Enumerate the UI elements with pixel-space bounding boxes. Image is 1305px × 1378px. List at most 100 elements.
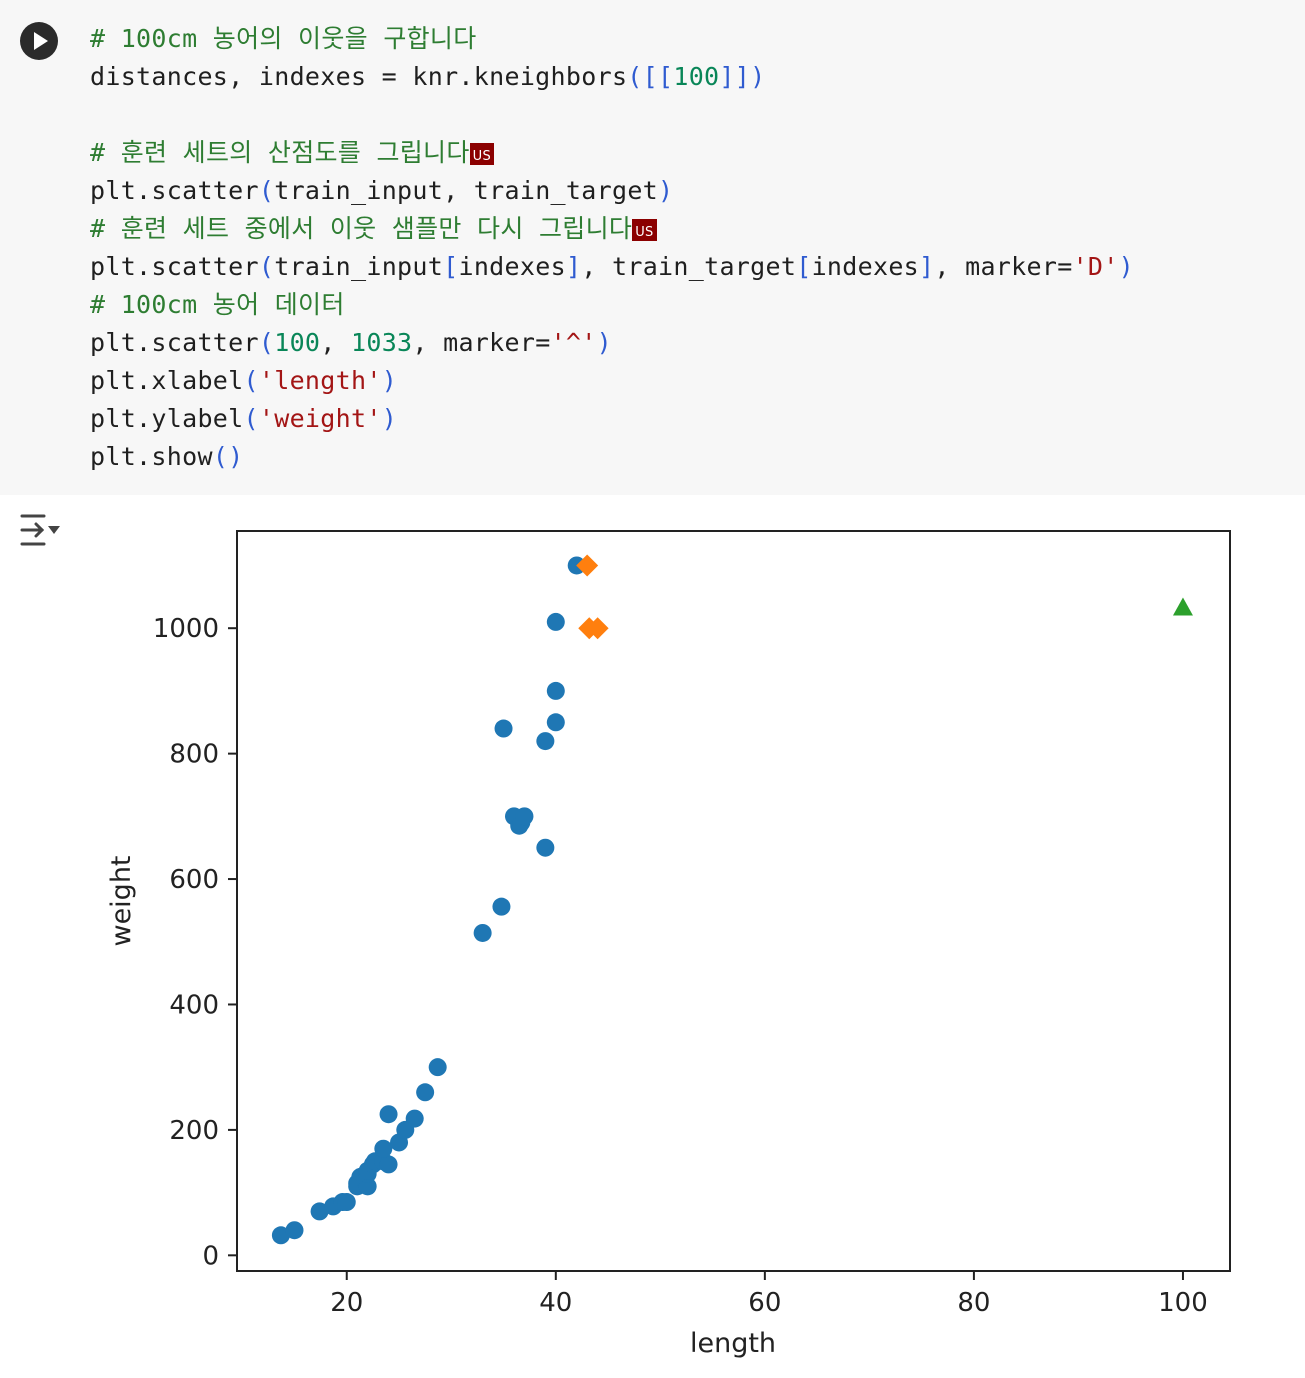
y-tick-label: 200 bbox=[169, 1116, 219, 1146]
code-token: # 훈련 세트의 산점도를 그립니다 bbox=[90, 138, 470, 167]
code-token: ] bbox=[919, 252, 935, 281]
code-line: plt.scatter(train_input, train_target) bbox=[90, 172, 1134, 210]
scatter-point bbox=[379, 1155, 398, 1174]
code-token: , marker= bbox=[412, 328, 551, 357]
code-token: 100 bbox=[673, 62, 720, 91]
x-tick-label: 20 bbox=[330, 1288, 363, 1318]
code-line: # 훈련 세트의 산점도를 그립니다 US bbox=[90, 134, 1134, 172]
scatter-point bbox=[337, 1193, 356, 1212]
run-cell-button[interactable] bbox=[20, 22, 58, 60]
code-token: indexes bbox=[458, 252, 566, 281]
y-tick-label: 400 bbox=[169, 990, 219, 1020]
code-token: 100 bbox=[274, 328, 321, 357]
scatter-point bbox=[405, 1109, 424, 1128]
y-axis-label: weight bbox=[106, 855, 137, 946]
code-token: ( bbox=[243, 404, 259, 433]
code-token: indexes bbox=[811, 252, 920, 281]
code-token: plt.scatter bbox=[90, 252, 259, 281]
scatter-point bbox=[492, 897, 511, 916]
code-token: ]]) bbox=[719, 62, 766, 91]
code-token: # 100cm 농어의 이웃을 구합니다 bbox=[90, 24, 477, 53]
code-token: plt.show bbox=[90, 442, 213, 471]
code-token: plt.ylabel bbox=[90, 404, 244, 433]
code-token: ) bbox=[381, 366, 398, 395]
code-token: ) bbox=[381, 404, 398, 433]
y-tick-label: 600 bbox=[169, 865, 219, 895]
x-tick-label: 100 bbox=[1158, 1288, 1208, 1318]
scatter-point bbox=[285, 1221, 304, 1240]
code-token: ] bbox=[565, 252, 582, 281]
code-cell[interactable]: # 100cm 농어의 이웃을 구합니다 distances, indexes =… bbox=[0, 0, 1305, 495]
scatter-point bbox=[428, 1058, 447, 1077]
code-line: # 훈련 세트 중에서 이웃 샘플만 다시 그립니다 US bbox=[90, 210, 1134, 248]
code-line: plt.scatter(train_input[indexes], train_… bbox=[90, 248, 1134, 286]
code-token: ) bbox=[658, 176, 674, 205]
scatter-point bbox=[271, 1226, 290, 1245]
x-tick-label: 80 bbox=[957, 1288, 990, 1318]
code-token: , train_target bbox=[581, 252, 797, 281]
code-token: 'D' bbox=[1072, 252, 1119, 281]
code-line: plt.ylabel('weight') bbox=[90, 400, 1134, 438]
code-line: # 100cm 농어의 이웃을 구합니다 bbox=[90, 20, 1134, 58]
code-token: () bbox=[212, 442, 244, 471]
scatter-point bbox=[379, 1105, 398, 1124]
scatter-point bbox=[494, 719, 513, 738]
scatter-point bbox=[536, 838, 555, 857]
code-line: distances, indexes = knr.kneighbors([[10… bbox=[90, 58, 1134, 96]
neighbor-point bbox=[576, 554, 599, 577]
code-token: plt.scatter bbox=[90, 176, 259, 205]
code-token: # 훈련 세트 중에서 이웃 샘플만 다시 그립니다 bbox=[90, 214, 633, 243]
x-axis: 20 40 60 80 100 bbox=[330, 1271, 1208, 1318]
code-token: 1033 bbox=[351, 328, 413, 357]
code-token: ( bbox=[243, 366, 259, 395]
code-token: [ bbox=[443, 252, 459, 281]
code-token: # 100cm 농어 데이터 bbox=[90, 290, 345, 319]
code-token: plt.scatter bbox=[90, 328, 259, 357]
code-token: ) bbox=[1118, 252, 1134, 281]
code-token: 'length' bbox=[258, 366, 382, 395]
scatter-plot: 0 200 400 600 800 1000 20 40 60 80 100 length wei… bbox=[106, 530, 1231, 1359]
code-line: plt.show() bbox=[90, 438, 1134, 476]
data-points bbox=[271, 554, 1193, 1245]
y-tick-label: 800 bbox=[169, 740, 219, 770]
code-line: plt.scatter(100, 1033, marker='^') bbox=[90, 324, 1134, 362]
code-line bbox=[90, 96, 1134, 134]
y-tick-label: 0 bbox=[202, 1241, 219, 1271]
scatter-point bbox=[546, 713, 565, 732]
neighbor-point bbox=[586, 617, 609, 640]
plot-frame bbox=[236, 530, 1231, 1272]
code-token: train_input, train_target bbox=[274, 176, 659, 205]
scatter-point bbox=[546, 612, 565, 631]
spellcheck-badge: US bbox=[469, 143, 495, 165]
target-point bbox=[1172, 597, 1193, 616]
y-axis: 0 200 400 600 800 1000 bbox=[153, 614, 237, 1271]
spellcheck-badge: US bbox=[632, 219, 657, 241]
code-token: , bbox=[320, 328, 351, 357]
scatter-point bbox=[416, 1083, 435, 1102]
code-line: # 100cm 농어 데이터 bbox=[90, 286, 1134, 324]
scatter-point bbox=[374, 1139, 393, 1158]
code-editor[interactable]: # 100cm 농어의 이웃을 구합니다 distances, indexes =… bbox=[90, 20, 1134, 476]
code-token: plt.xlabel bbox=[90, 366, 244, 395]
code-token: ( bbox=[258, 176, 275, 205]
code-token: 'weight' bbox=[258, 404, 382, 433]
code-token: ([[ bbox=[627, 62, 674, 91]
scatter-point bbox=[473, 923, 492, 942]
code-token: train_input bbox=[274, 252, 444, 281]
code-token: , marker= bbox=[934, 252, 1073, 281]
code-token: [ bbox=[796, 252, 812, 281]
code-token: '^' bbox=[550, 328, 597, 357]
scatter-point bbox=[358, 1177, 377, 1196]
output-toggle-icon[interactable] bbox=[18, 512, 64, 548]
scatter-point bbox=[536, 732, 555, 751]
code-line: plt.xlabel('length') bbox=[90, 362, 1134, 400]
scatter-point bbox=[310, 1202, 329, 1221]
x-axis-label: length bbox=[690, 1328, 776, 1359]
code-token: ) bbox=[596, 328, 612, 357]
scatter-point bbox=[546, 681, 565, 700]
code-token: distances, indexes = knr.kneighbors bbox=[90, 62, 628, 91]
code-token: ( bbox=[258, 252, 275, 281]
x-tick-label: 60 bbox=[748, 1288, 781, 1318]
code-token: ( bbox=[258, 328, 275, 357]
scatter-point bbox=[515, 807, 534, 826]
